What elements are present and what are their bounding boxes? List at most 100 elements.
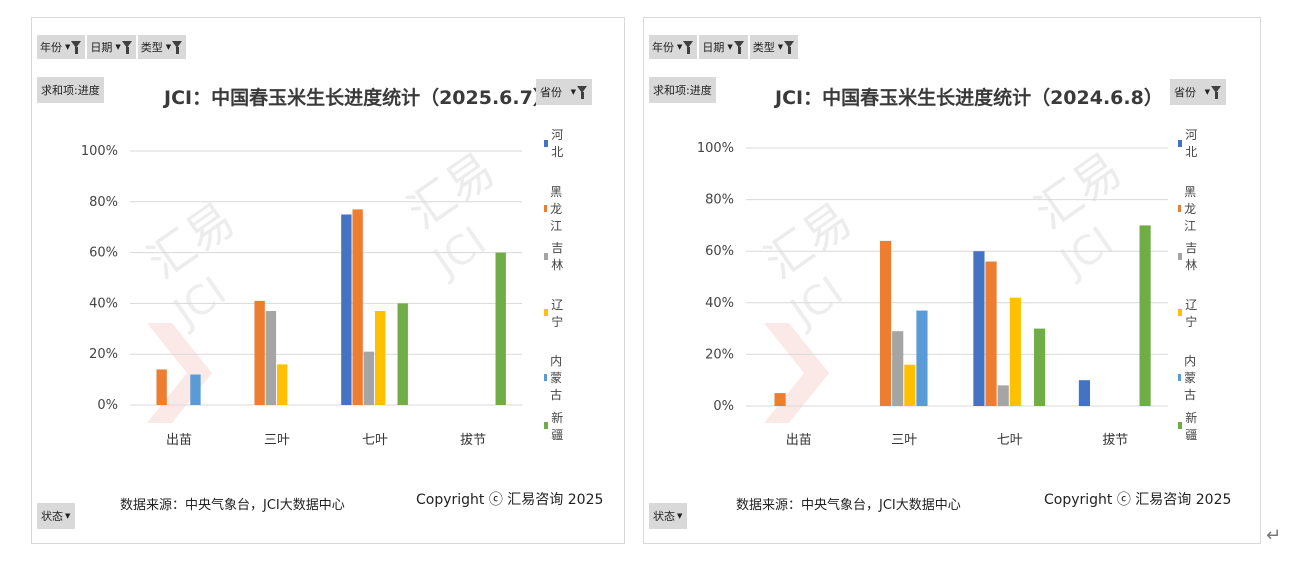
bar-chart-plot: 0% 20% 40% 60% 80% 100% 出苗 三叶 七叶 拔节	[697, 141, 1168, 448]
bar-七叶-吉林	[363, 351, 375, 405]
province-filter-label: 省份	[540, 86, 562, 99]
filter-type-label: 类型	[140, 41, 163, 54]
legend-swatch	[1178, 309, 1183, 316]
legend-label: 辽宁	[551, 297, 564, 329]
x-category-label: 出苗	[786, 433, 812, 448]
y-tick-label: 40%	[705, 296, 734, 311]
filter-date-button[interactable]: 日期 ▼	[699, 35, 748, 59]
filter-year-label: 年份	[652, 41, 674, 54]
funnel-icon	[71, 40, 82, 54]
legend-label: 吉林	[551, 241, 564, 272]
chart-title: JCI：中国春玉米生长进度统计（2024.6.8）	[775, 87, 1163, 109]
x-category-label: 拔节	[1102, 433, 1128, 448]
bar-三叶-吉林	[265, 311, 277, 405]
bar-七叶-吉林	[997, 385, 1009, 406]
bar-三叶-黑龙江	[254, 300, 265, 405]
province-filter-label: 省份	[1174, 86, 1196, 99]
province-filter-button[interactable]: 省份 ▼	[536, 79, 592, 105]
legend-swatch	[1178, 422, 1183, 429]
bar-七叶-新疆	[397, 303, 408, 405]
bar-拔节-新疆	[495, 252, 506, 405]
province-filter-button[interactable]: 省份 ▼	[1170, 79, 1226, 105]
legend-item: 黑龙江	[544, 183, 566, 234]
legend-label: 黑龙江	[1184, 184, 1197, 233]
legend-swatch	[544, 139, 549, 147]
y-tick-label: 80%	[89, 195, 118, 210]
dropdown-arrow-icon: ▼	[65, 43, 71, 51]
legend-label: 河北	[1185, 128, 1198, 159]
legend-label: 黑龙江	[550, 184, 563, 233]
legend-item: 辽宁	[544, 296, 566, 330]
bar-三叶-黑龙江	[879, 240, 892, 406]
funnel-icon	[1211, 85, 1222, 99]
dropdown-arrow-icon: ▼	[570, 88, 576, 96]
y-tick-label: 80%	[705, 193, 734, 208]
filter-type-button[interactable]: 类型 ▼	[749, 35, 799, 59]
bar-三叶-吉林	[892, 331, 904, 406]
legend-item: 内蒙古	[544, 352, 566, 403]
funnel-icon	[577, 85, 588, 99]
filter-year-button[interactable]: 年份 ▼	[649, 35, 698, 59]
bar-七叶-河北	[341, 214, 352, 405]
x-category-label: 七叶	[362, 433, 388, 448]
dropdown-arrow-icon: ▼	[1204, 88, 1210, 96]
state-filter-label: 状态	[41, 510, 63, 523]
dropdown-arrow-icon: ▼	[65, 512, 71, 520]
filter-date-label: 日期	[702, 41, 725, 54]
value-field-button[interactable]: 求和项:进度	[649, 77, 716, 103]
filter-date-button[interactable]: 日期 ▼	[87, 35, 136, 59]
bar-三叶-内蒙古	[916, 310, 928, 406]
legend-swatch	[544, 374, 548, 381]
bar-拔节-新疆	[1139, 225, 1151, 406]
legend-item: 黑龙江	[1178, 183, 1200, 234]
filter-year-button[interactable]: 年份 ▼	[37, 35, 86, 59]
y-tick-label: 20%	[89, 347, 118, 362]
legend-item: 辽宁	[1178, 296, 1200, 330]
state-filter-button[interactable]: 状态 ▼	[37, 503, 76, 529]
x-category-label: 拔节	[460, 433, 486, 448]
bar-出苗-内蒙古	[190, 374, 201, 405]
filter-year-label: 年份	[40, 41, 62, 54]
legend-swatch	[1178, 374, 1182, 381]
state-filter-button[interactable]: 状态 ▼	[649, 503, 688, 529]
dropdown-arrow-icon: ▼	[677, 512, 683, 520]
y-tick-label: 100%	[697, 141, 734, 156]
funnel-icon	[733, 40, 745, 54]
legend-swatch	[1178, 252, 1183, 260]
x-category-label: 三叶	[891, 433, 917, 448]
pivot-chart-2024: 汇易 JCI 汇易 JCI 年份 ▼ 日期 ▼ 类型 ▼ 求和项:进度 JCI：…	[643, 17, 1261, 544]
legend-item: 河北	[544, 126, 566, 160]
legend-swatch	[544, 204, 548, 212]
bar-七叶-黑龙江	[985, 261, 997, 406]
legend-swatch	[1178, 139, 1183, 147]
bar-七叶-新疆	[1034, 328, 1046, 406]
legend-swatch	[544, 309, 549, 316]
funnel-icon	[121, 40, 133, 54]
filter-date-label: 日期	[90, 41, 113, 54]
funnel-icon	[172, 40, 183, 54]
copyright-note: Copyright ⓒ 汇易咨询 2025	[416, 492, 604, 508]
value-field-button[interactable]: 求和项:进度	[37, 77, 104, 103]
funnel-icon	[683, 40, 694, 54]
legend-item: 新疆	[544, 409, 566, 443]
legend-label: 内蒙古	[550, 354, 563, 402]
copyright-note: Copyright ⓒ 汇易咨询 2025	[1044, 492, 1232, 508]
y-tick-label: 60%	[705, 244, 734, 259]
y-tick-label: 0%	[713, 399, 734, 414]
legend-item: 新疆	[1178, 409, 1200, 443]
y-tick-label: 40%	[89, 296, 118, 311]
legend-swatch	[1178, 204, 1182, 212]
legend-swatch	[544, 422, 549, 429]
legend-label: 辽宁	[1185, 297, 1198, 329]
pivot-chart-2025: 汇易 JCI 汇易 JCI 年份 ▼ 日期 ▼ 类型 ▼ 求和项:进度 JCI：…	[31, 17, 625, 544]
data-source-note: 数据来源：中央气象台，JCI大数据中心	[736, 498, 961, 513]
y-tick-label: 100%	[81, 144, 118, 159]
paragraph-return-icon: ↵	[1266, 525, 1282, 546]
dropdown-arrow-icon: ▼	[115, 43, 121, 51]
bar-七叶-辽宁	[375, 311, 386, 405]
data-source-note: 数据来源：中央气象台，JCI大数据中心	[120, 498, 345, 513]
report-filter-bar: 年份 ▼ 日期 ▼ 类型 ▼	[649, 35, 799, 59]
filter-type-button[interactable]: 类型 ▼	[137, 35, 187, 59]
legend-item: 内蒙古	[1178, 352, 1200, 403]
bar-出苗-黑龙江	[774, 393, 786, 406]
